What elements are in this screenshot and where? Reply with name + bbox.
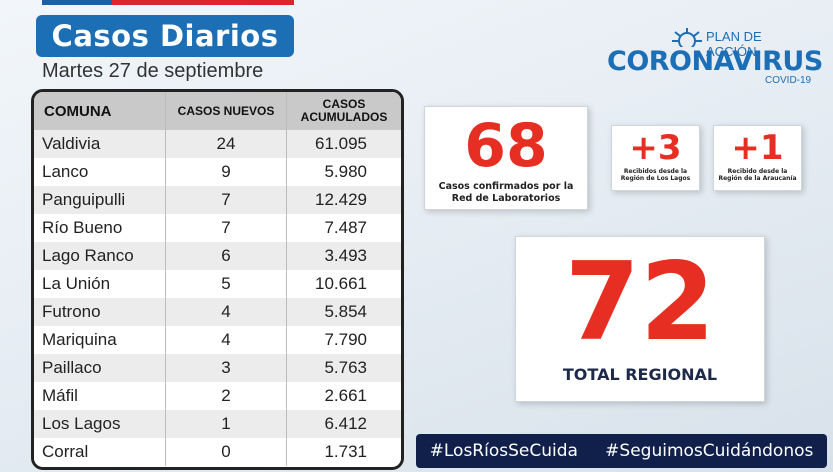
cell-acumulados: 61.095	[286, 130, 401, 158]
table-row: Corral 0 1.731	[34, 438, 401, 466]
los-lagos-label: Recibidos desde la Región de Los Lagos	[620, 168, 691, 182]
araucania-value: +1	[731, 128, 784, 168]
table-row: Máfil 2 2.661	[34, 382, 401, 410]
cell-acumulados: 5.854	[286, 298, 401, 326]
report-date: Martes 27 de septiembre	[42, 60, 264, 82]
flag-stripe-red	[112, 0, 294, 5]
cell-acumulados: 12.429	[286, 186, 401, 214]
logo-plan-label: PLAN DE ACCIÓN	[706, 29, 762, 59]
cell-acumulados: 7.487	[286, 214, 401, 242]
confirmed-cases-value: 68	[464, 111, 548, 181]
flag-stripe-blue	[42, 0, 112, 5]
logo-name: CORONAVIRUS	[607, 46, 823, 77]
cell-nuevos: 9	[165, 158, 287, 186]
cell-comuna: Valdivia	[34, 130, 166, 158]
confirmed-cases-label: Casos confirmados por la Red de Laborato…	[438, 181, 574, 204]
cell-nuevos: 5	[165, 270, 287, 298]
cell-comuna: Río Bueno	[34, 214, 166, 242]
cell-acumulados: 1.731	[286, 438, 401, 466]
table-row: Río Bueno 7 7.487	[34, 214, 401, 242]
cell-comuna: Máfil	[34, 382, 166, 410]
cell-comuna: Mariquina	[34, 326, 166, 354]
coronavirus-logo: PLAN DE ACCIÓN CORONAVIRUS COVID-19	[607, 27, 823, 86]
total-regional-card: 72 TOTAL REGIONAL	[515, 236, 765, 402]
header-casos-acumulados: CASOS ACUMULADOS	[286, 92, 401, 130]
cell-nuevos: 7	[165, 214, 287, 242]
flag-stripe	[42, 0, 294, 5]
hashtag-los-rios: #LosRíosSeCuida	[429, 441, 578, 461]
confirmed-cases-card: 68 Casos confirmados por la Red de Labor…	[424, 106, 588, 210]
page-title: Casos Diarios	[36, 15, 294, 57]
araucania-label: Recibido desde la Región de la Araucanía	[718, 168, 797, 182]
cell-acumulados: 7.790	[286, 326, 401, 354]
cell-acumulados: 2.661	[286, 382, 401, 410]
los-lagos-value: +3	[629, 128, 682, 168]
cell-nuevos: 4	[165, 326, 287, 354]
table-row: La Unión 5 10.661	[34, 270, 401, 298]
total-regional-value: 72	[564, 240, 716, 365]
table-row: Paillaco 3 5.763	[34, 354, 401, 382]
hashtag-seguimos: #SeguimosCuidándonos	[605, 441, 814, 461]
cell-comuna: Lanco	[34, 158, 166, 186]
header-comuna: COMUNA	[34, 92, 166, 130]
cell-comuna: Futrono	[34, 298, 166, 326]
cell-nuevos: 24	[165, 130, 287, 158]
cell-nuevos: 2	[165, 382, 287, 410]
araucania-card: +1 Recibido desde la Región de la Arauca…	[713, 125, 802, 191]
cell-acumulados: 6.412	[286, 410, 401, 438]
cases-table: COMUNA CASOS NUEVOS CASOS ACUMULADOS Val…	[31, 89, 404, 470]
total-regional-label: TOTAL REGIONAL	[562, 365, 718, 384]
cell-nuevos: 0	[165, 438, 287, 466]
virus-icon	[672, 28, 702, 47]
table-row: Valdivia 24 61.095	[34, 130, 401, 158]
cell-acumulados: 5.763	[286, 354, 401, 382]
cell-acumulados: 5.980	[286, 158, 401, 186]
table-row: Futrono 4 5.854	[34, 298, 401, 326]
table-row: Lago Ranco 6 3.493	[34, 242, 401, 270]
cell-acumulados: 10.661	[286, 270, 401, 298]
cell-nuevos: 4	[165, 298, 287, 326]
cell-comuna: Los Lagos	[34, 410, 166, 438]
hashtag-banner: #LosRíosSeCuida #SeguimosCuidándonos	[416, 434, 827, 468]
cell-nuevos: 7	[165, 186, 287, 214]
cell-nuevos: 6	[165, 242, 287, 270]
cell-nuevos: 3	[165, 354, 287, 382]
cell-comuna: Panguipulli	[34, 186, 166, 214]
table-row: Panguipulli 7 12.429	[34, 186, 401, 214]
cell-nuevos: 1	[165, 410, 287, 438]
table-row: Mariquina 4 7.790	[34, 326, 401, 354]
table-row: Los Lagos 1 6.412	[34, 410, 401, 438]
cell-acumulados: 3.493	[286, 242, 401, 270]
cell-comuna: Lago Ranco	[34, 242, 166, 270]
table-row: Lanco 9 5.980	[34, 158, 401, 186]
cell-comuna: Corral	[34, 438, 166, 466]
logo-sub: COVID-19	[765, 75, 812, 86]
header-casos-nuevos: CASOS NUEVOS	[165, 92, 287, 130]
los-lagos-card: +3 Recibidos desde la Región de Los Lago…	[611, 125, 700, 191]
cell-comuna: La Unión	[34, 270, 166, 298]
cell-comuna: Paillaco	[34, 354, 166, 382]
table-header-row: COMUNA CASOS NUEVOS CASOS ACUMULADOS	[34, 92, 401, 130]
